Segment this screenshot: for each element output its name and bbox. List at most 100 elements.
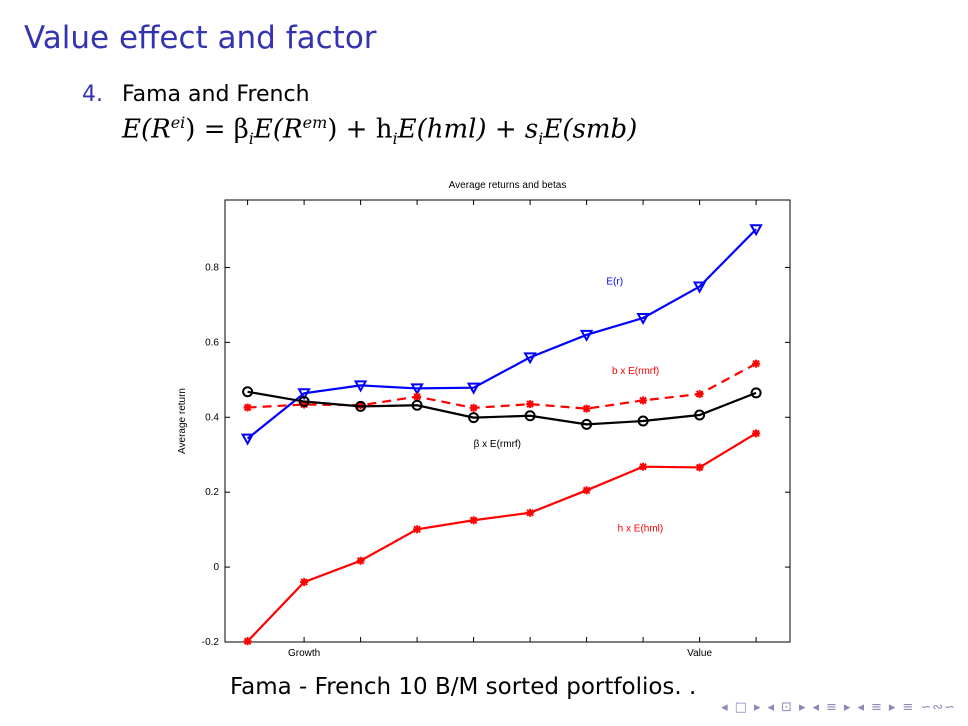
data-point xyxy=(243,403,252,412)
nav-subsection-icon[interactable]: ≡ xyxy=(870,700,883,715)
asterisk-stroke xyxy=(639,462,647,471)
list-item-text: Fama and French xyxy=(122,82,310,107)
y-axis-label: Average return xyxy=(177,388,188,454)
nav-next-frame-icon[interactable]: ▸ xyxy=(753,700,762,715)
slide-title: Value effect and factor xyxy=(24,20,377,56)
y-tick-label: 0.4 xyxy=(205,412,219,423)
data-point xyxy=(639,396,648,405)
data-point xyxy=(469,516,478,525)
y-tick-label: -0.2 xyxy=(202,637,220,648)
nav-prev-sub-icon[interactable]: ◂ xyxy=(767,700,776,715)
y-tick-label: 0 xyxy=(213,562,219,573)
data-point xyxy=(750,387,762,399)
data-point xyxy=(355,400,367,412)
asterisk-stroke xyxy=(300,578,308,586)
x-tick-label: Value xyxy=(687,648,712,659)
y-tick-label: 0.8 xyxy=(205,262,219,273)
series-line xyxy=(246,432,757,643)
data-point xyxy=(297,388,311,401)
asterisk-stroke xyxy=(582,404,591,413)
data-point xyxy=(695,463,704,472)
series-label: β x E(rmrf) xyxy=(474,439,521,450)
asterisk-stroke xyxy=(243,403,252,412)
data-point xyxy=(526,400,535,409)
formula-lhs-close: ) = β xyxy=(185,114,249,145)
data-point xyxy=(300,578,309,587)
formula-lhs-sup: ei xyxy=(170,113,186,132)
asterisk-stroke xyxy=(413,525,421,533)
asterisk-stroke xyxy=(582,486,591,495)
data-point xyxy=(526,508,535,517)
nav-search-icon[interactable]: ∽∾∽ xyxy=(920,700,956,715)
data-point xyxy=(353,380,368,393)
asterisk-stroke xyxy=(526,400,534,408)
asterisk-stroke xyxy=(752,429,760,438)
asterisk-stroke xyxy=(639,396,647,405)
nav-prev-frame-icon[interactable]: ◂ xyxy=(721,700,729,715)
nav-next-section-icon[interactable]: ▸ xyxy=(843,700,852,715)
data-point xyxy=(523,352,537,365)
y-tick-label: 0.2 xyxy=(205,487,219,498)
data-point xyxy=(752,429,761,438)
formula-s-sub: i xyxy=(538,128,544,148)
data-point xyxy=(411,399,423,411)
data-point xyxy=(298,396,310,408)
figure-caption: Fama - French 10 B/M sorted portfolios. … xyxy=(230,674,697,700)
nav-section-icon[interactable]: ≡ xyxy=(826,700,838,715)
nav-frame-icon[interactable]: □ xyxy=(734,700,748,715)
asterisk-stroke xyxy=(469,516,478,524)
data-point xyxy=(749,224,763,237)
data-point xyxy=(636,312,650,326)
series-label: h x E(hml) xyxy=(618,524,664,535)
data-point xyxy=(242,386,254,398)
formula-term2: E(hml) + s xyxy=(397,114,539,145)
nav-prev-subsection-icon[interactable]: ◂ xyxy=(857,700,865,715)
asterisk-stroke xyxy=(752,359,760,368)
formula-term3: E(smb) xyxy=(543,114,638,145)
data-point xyxy=(413,392,422,401)
data-point xyxy=(356,556,365,565)
asterisk-stroke xyxy=(243,637,252,645)
data-point xyxy=(243,637,252,646)
data-point xyxy=(468,412,480,424)
data-point xyxy=(692,281,707,294)
data-point xyxy=(752,359,761,368)
nav-next-subsection-icon[interactable]: ▸ xyxy=(888,700,897,715)
series-line xyxy=(247,390,757,426)
asterisk-stroke xyxy=(526,509,534,517)
data-point xyxy=(694,409,706,421)
formula-term1-close: ) + h xyxy=(327,114,393,145)
data-point xyxy=(639,462,648,471)
data-point xyxy=(582,486,591,495)
nav-toc-icon[interactable]: ≡ xyxy=(902,700,915,715)
beamer-navigation-bar[interactable]: ◂ □ ▸ ◂ ⊡ ▸ ◂ ≡ ▸ ◂ ≡ ▸ ≡ ∽∾∽ xyxy=(715,700,956,715)
series-line xyxy=(246,228,757,440)
data-point xyxy=(579,329,594,342)
data-point xyxy=(469,403,478,412)
nav-prev-section-icon[interactable]: ◂ xyxy=(812,700,820,715)
data-point xyxy=(413,525,422,534)
series-label: E(r) xyxy=(606,276,623,287)
nav-sub-icon[interactable]: ⊡ xyxy=(781,700,793,715)
data-point xyxy=(695,390,704,399)
returns-betas-chart: Average returns and betas -0.2 0 0.2 0.4 0.6 0… xyxy=(177,180,791,659)
asterisk-stroke xyxy=(413,392,421,401)
data-point xyxy=(524,410,536,422)
asterisk-stroke xyxy=(356,557,365,565)
data-point xyxy=(466,382,481,395)
asterisk-stroke xyxy=(695,390,704,398)
data-point xyxy=(582,404,591,413)
series-label: b x E(rmrf) xyxy=(612,366,659,377)
data-point xyxy=(240,433,255,446)
formula-h-sub: i xyxy=(392,128,398,148)
nav-next-sub-icon[interactable]: ▸ xyxy=(798,700,807,715)
y-tick-label: 0.6 xyxy=(205,337,219,348)
x-tick-label: Growth xyxy=(288,648,320,659)
formula-term1: E(R xyxy=(253,114,303,145)
asterisk-stroke xyxy=(695,463,704,472)
data-point xyxy=(410,383,424,396)
formula-term1-sup: em xyxy=(302,113,328,132)
data-point xyxy=(637,415,649,427)
chart-title: Average returns and betas xyxy=(449,180,567,191)
fama-french-formula: E(Rei) = βiE(Rem) + hiE(hml) + siE(smb) xyxy=(122,113,637,148)
